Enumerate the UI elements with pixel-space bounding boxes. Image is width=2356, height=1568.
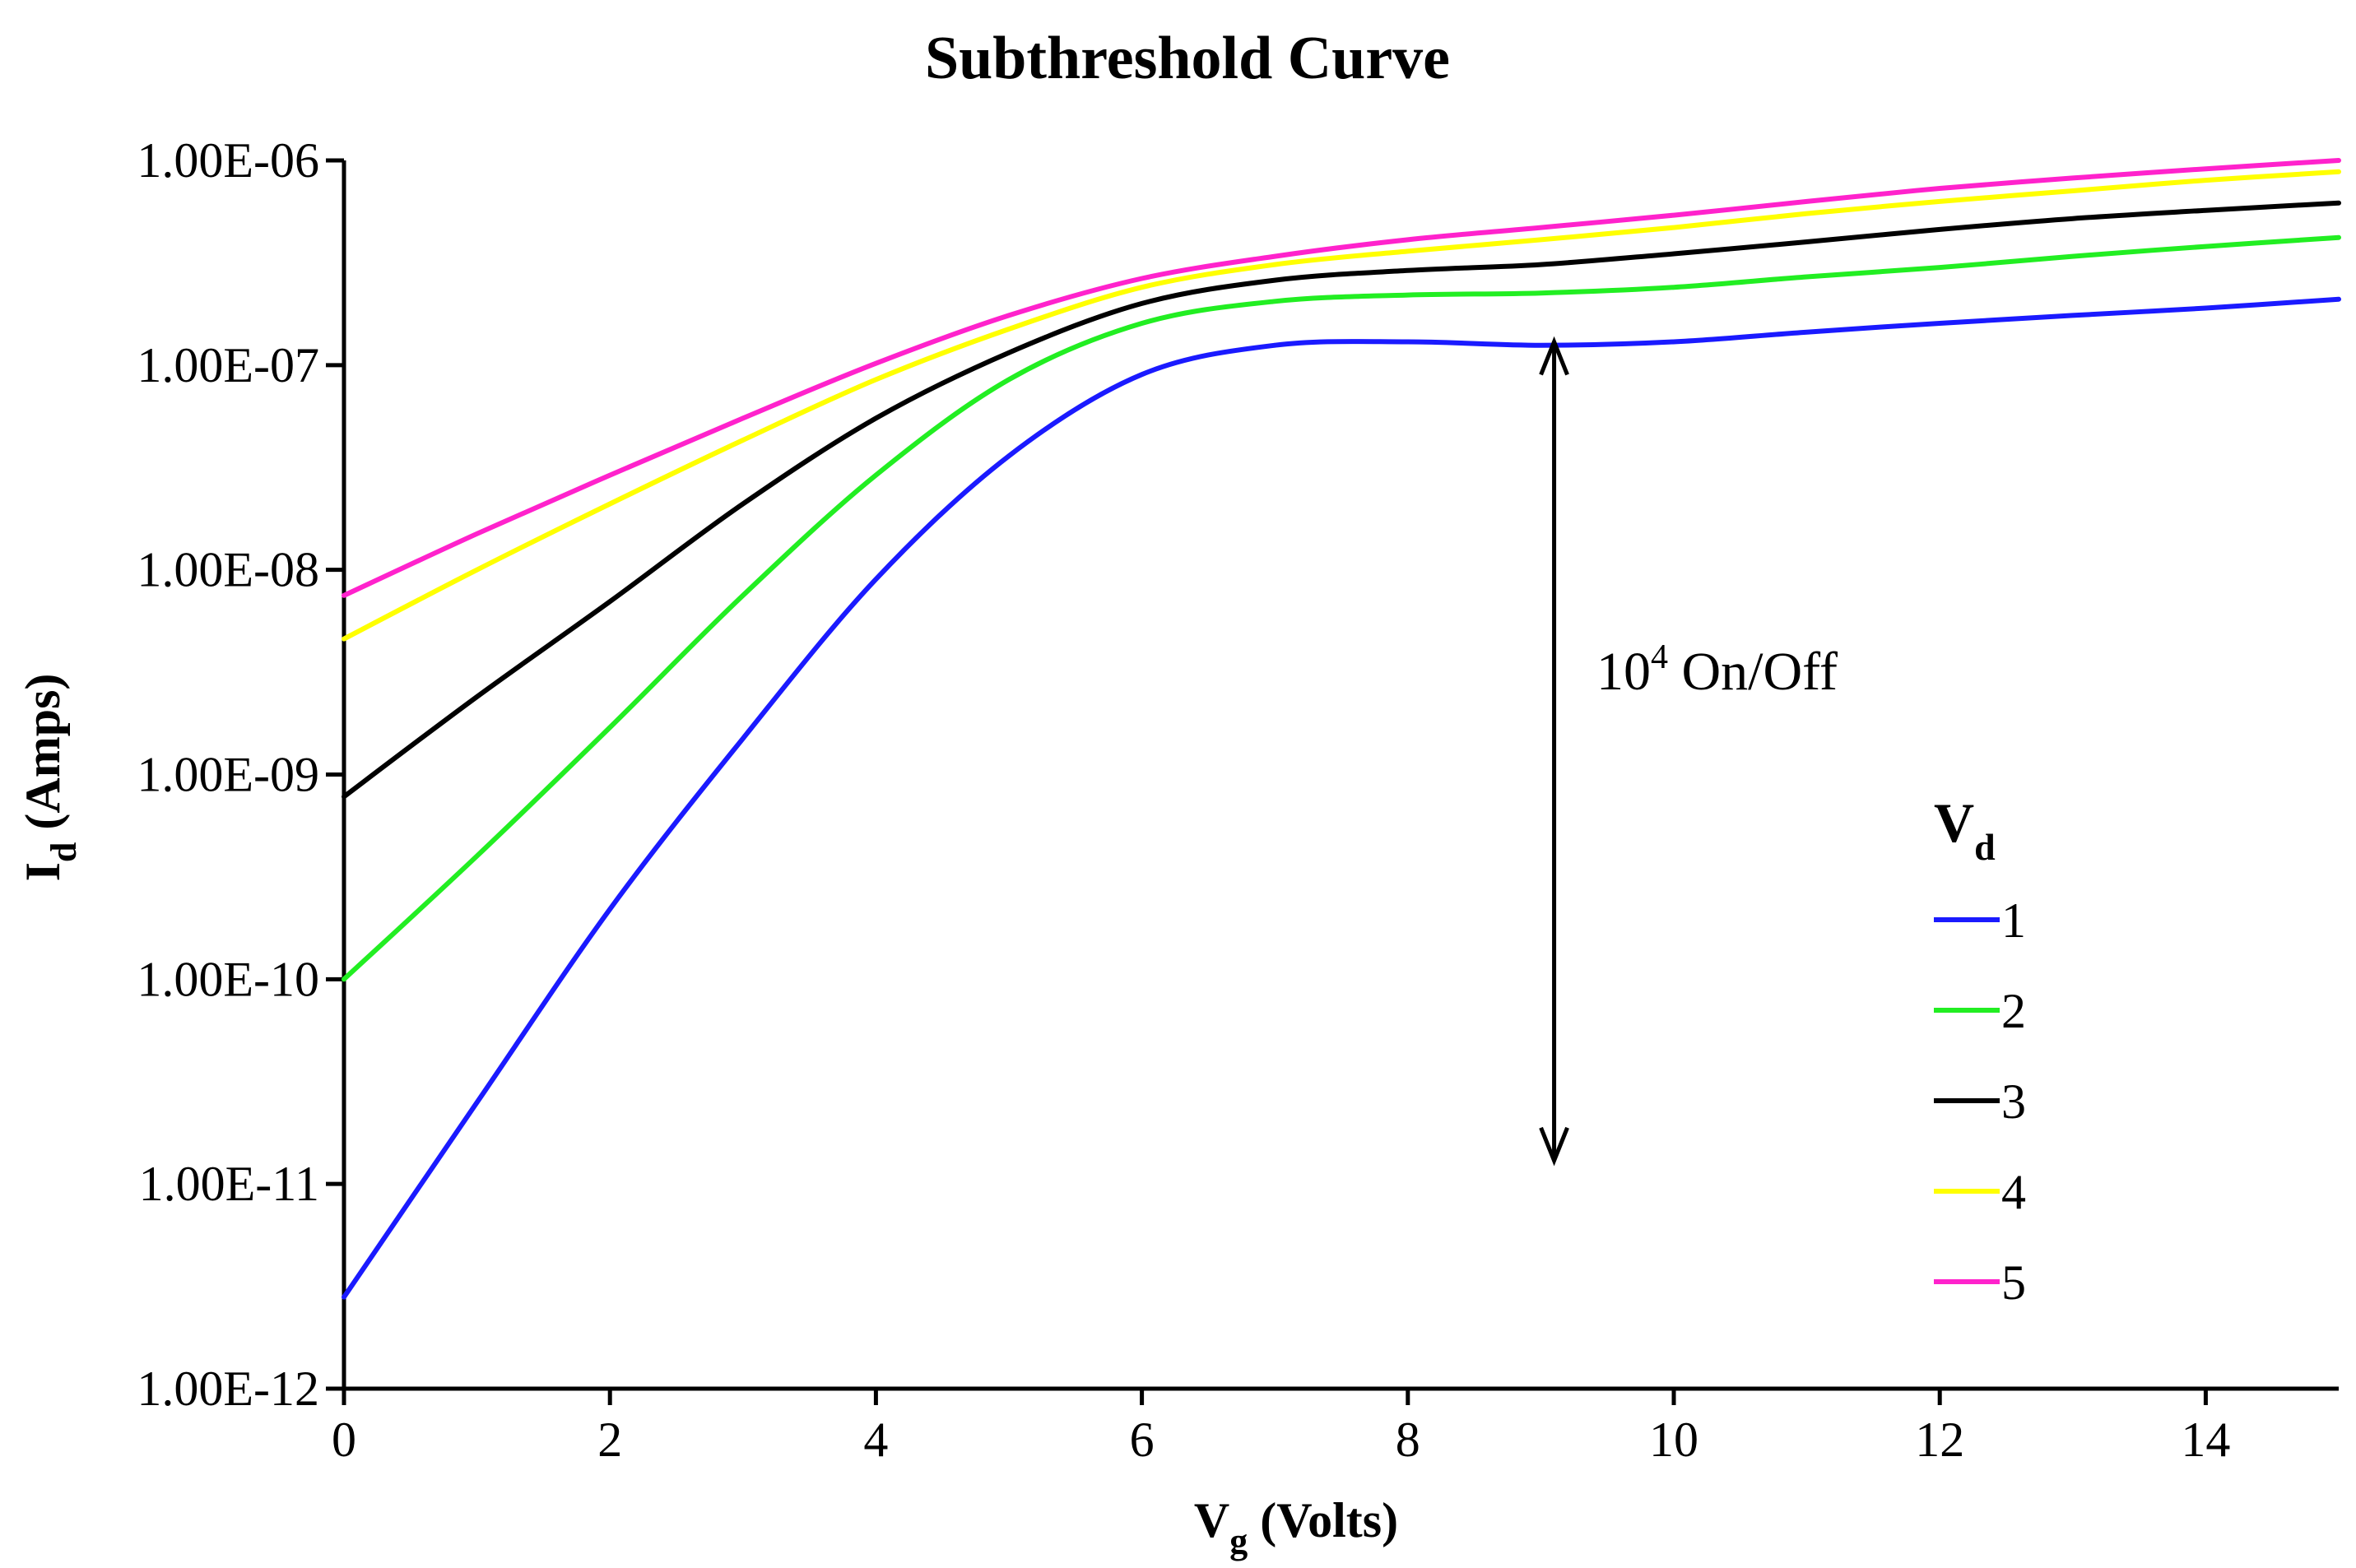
x-tick-label: 6	[1130, 1413, 1155, 1467]
legend: Vd 1 2 3 4 5	[1934, 791, 2026, 1310]
series-lines	[342, 158, 2341, 1300]
y-tick-label: 1.00E-10	[137, 952, 319, 1006]
annotation-label: 104 On/Off	[1596, 638, 1838, 702]
x-axis-title: Vg (Volts)	[1194, 1493, 1398, 1561]
legend-label-vd-2: 2	[2001, 984, 2026, 1038]
chart-title: Subthreshold Curve	[925, 25, 1450, 92]
annotation-text: On/Off	[1668, 642, 1838, 702]
x-axis-title-sub: g	[1229, 1521, 1248, 1561]
annotation-arrowhead-top	[1539, 336, 1569, 376]
annotation-exponent: 4	[1651, 638, 1668, 676]
x-tick-label: 0	[332, 1413, 356, 1467]
y-axis-title: Id (Amps)	[16, 674, 84, 882]
y-tick-label: 1.00E-07	[137, 338, 319, 392]
y-axis-title-main: I	[16, 862, 70, 881]
y-tick-label: 1.00E-09	[137, 748, 319, 802]
x-tick-label: 12	[1915, 1413, 1964, 1467]
legend-label-vd-4: 4	[2001, 1165, 2026, 1219]
y-tick-label: 1.00E-12	[137, 1362, 319, 1416]
legend-label-vd-5: 5	[2001, 1255, 2026, 1310]
x-tick-label: 14	[2181, 1413, 2230, 1467]
annotation-arrowhead-bottom	[1539, 1126, 1569, 1167]
legend-items: 1 2 3 4 5	[1934, 893, 2026, 1310]
series-line-vd-1	[342, 296, 2341, 1300]
annotation-base: 10	[1596, 642, 1651, 702]
series-line-vd-2	[342, 234, 2341, 982]
legend-label-vd-3: 3	[2001, 1074, 2026, 1129]
y-axis-title-sub: d	[44, 842, 84, 862]
legend-title: Vd	[1934, 791, 1996, 868]
legend-title-sub: d	[1974, 826, 1996, 868]
y-tick-label: 1.00E-11	[139, 1157, 319, 1211]
x-tick-label: 4	[863, 1413, 888, 1467]
y-axis-title-rest: (Amps)	[16, 674, 70, 842]
y-ticks: 1.00E-06 1.00E-07 1.00E-08 1.00E-09 1.00E-10…	[137, 133, 344, 1416]
y-tick-label: 1.00E-08	[137, 543, 319, 597]
x-axis-title-rest: (Volts)	[1248, 1493, 1398, 1547]
series-line-vd-5	[342, 158, 2341, 598]
x-tick-label: 2	[597, 1413, 622, 1467]
x-tick-label: 10	[1649, 1413, 1698, 1467]
legend-title-main: V	[1934, 791, 1974, 854]
series-line-vd-3	[342, 200, 2341, 800]
x-tick-label: 8	[1396, 1413, 1420, 1467]
on-off-annotation: 104 On/Off	[1539, 336, 1838, 1167]
x-ticks: 0 2 4 6 8 10 12 14	[332, 1389, 2230, 1467]
legend-label-vd-1: 1	[2001, 893, 2026, 948]
y-tick-label: 1.00E-06	[137, 133, 319, 188]
series-line-vd-4	[342, 169, 2341, 642]
x-axis-title-main: V	[1194, 1493, 1229, 1547]
